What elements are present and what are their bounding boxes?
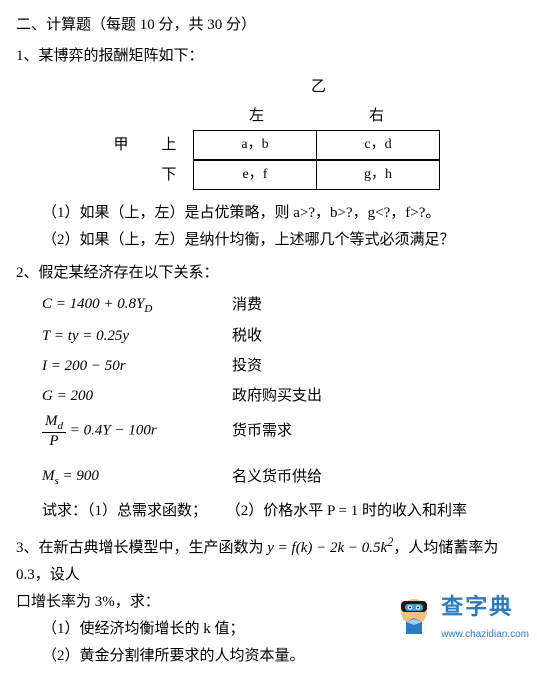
q2-ask-part1: 试求：（1）总需求函数； (42, 503, 207, 519)
equation-list: C = 1400 + 0.8YD消费T = ty = 0.25y税收I = 20… (42, 291, 521, 492)
equation-row: G = 200政府购买支出 (42, 383, 521, 410)
mascot-icon (391, 592, 437, 638)
payoff-table-bottom: e，f g，h (193, 160, 440, 190)
row-bottom-label: 下 (145, 162, 193, 189)
equation-label: 政府购买支出 (232, 383, 322, 410)
equation-formula: Ms = 900 (42, 463, 232, 492)
equation-label: 投资 (232, 353, 262, 380)
equation-formula: I = 200 − 50r (42, 353, 232, 380)
equation-row: C = 1400 + 0.8YD消费 (42, 291, 521, 320)
equation-label: 货币需求 (232, 418, 292, 445)
equation-formula: C = 1400 + 0.8YD (42, 291, 232, 320)
row-player-label: 甲 (97, 132, 145, 159)
equation-label: 消费 (232, 292, 262, 319)
equation-row: I = 200 − 50r投资 (42, 353, 521, 380)
payoff-matrix: 乙 左 右 甲 上 a，b c，d 下 e，f g，h (16, 74, 521, 190)
row-top-label: 上 (145, 132, 193, 159)
equation-label: 名义货币供给 (232, 464, 322, 491)
equation-row: MdP = 0.4Y − 100r货币需求 (42, 413, 521, 450)
equation-formula: G = 200 (42, 383, 232, 410)
col-right-label: 右 (317, 103, 437, 130)
equation-row: Ms = 900名义货币供给 (42, 463, 521, 492)
q1-stem: 1、某博弈的报酬矩阵如下： (16, 43, 521, 70)
cell-bottom-right: g，h (317, 161, 440, 190)
q3-line1: 3、在新古典增长模型中，生产函数为 y = f(k) − 2k − 0.5k2，… (16, 531, 521, 589)
equation-formula: T = ty = 0.25y (42, 323, 232, 350)
cell-bottom-left: e，f (194, 161, 317, 190)
q1-sub2: （2）如果（上，左）是纳什均衡，上述哪几个等式必须满足？ (16, 227, 521, 254)
section-title: 二、计算题（每题 10 分，共 30 分） (16, 12, 521, 39)
equation-label: 税收 (232, 323, 262, 350)
q1-sub1: （1）如果（上，左）是占优策略，则 a>?，b>?，g<?，f>?。 (16, 200, 521, 227)
equation-row: T = ty = 0.25y税收 (42, 323, 521, 350)
q3-function: y = f(k) − 2k − 0.5k2 (267, 540, 393, 556)
cell-top-left: a，b (194, 131, 317, 160)
q2-ask: 试求：（1）总需求函数； （2）价格水平 P = 1 时的收入和利率 (16, 498, 521, 525)
equation-formula: MdP = 0.4Y − 100r (42, 413, 232, 450)
payoff-table: a，b c，d (193, 130, 440, 160)
q2-stem: 2、假定某经济存在以下关系： (16, 260, 521, 287)
cell-top-right: c，d (317, 131, 440, 160)
watermark-title: 查字典 (441, 587, 529, 627)
q3-sub2: （2）黄金分割律所要求的人均资本量。 (16, 643, 521, 670)
q2-ask-part2: （2）价格水平 P = 1 时的收入和利率 (226, 503, 467, 519)
col-left-label: 左 (197, 103, 317, 130)
watermark: 查字典 www.chazidian.com (391, 587, 529, 645)
col-player-label: 乙 (311, 74, 326, 101)
watermark-url: www.chazidian.com (441, 626, 529, 644)
